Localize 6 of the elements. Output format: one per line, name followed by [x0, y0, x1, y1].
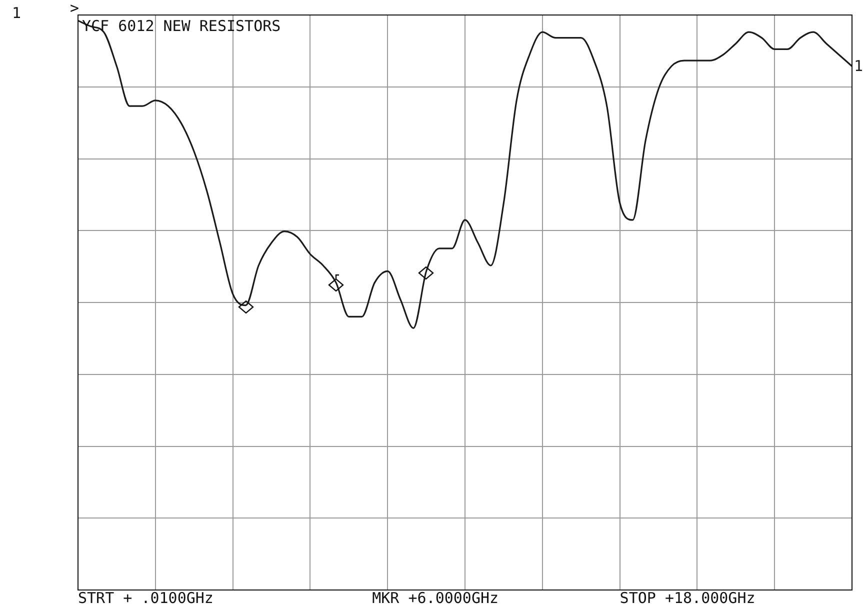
annotation: MKR +6.0000GHz [372, 589, 499, 607]
series-label: 1 [854, 57, 863, 76]
annotation: STOP +18.000GHz [620, 589, 756, 607]
annotation: STRT + .0100GHz [78, 589, 214, 607]
text: 1 [12, 4, 22, 22]
text: > [70, 0, 80, 17]
